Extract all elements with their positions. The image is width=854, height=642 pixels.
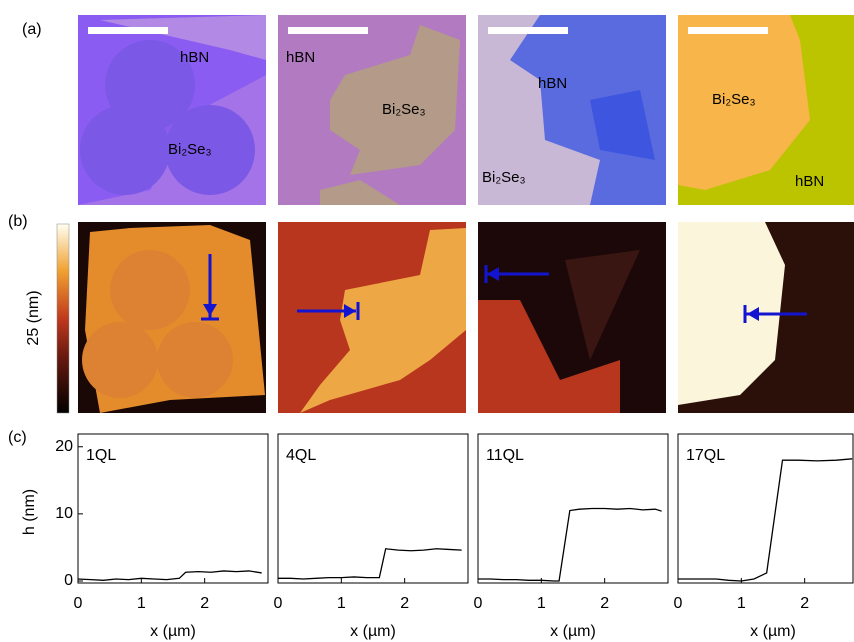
x-tick-label: 1 [737,595,746,612]
thickness-label: 4QL [286,447,316,464]
material-label: hBN [180,49,209,66]
x-tick-label: 1 [337,595,346,612]
material-label: Bi₂Se₃ [482,169,526,186]
y-tick-label: 20 [55,438,73,455]
x-tick-label: 0 [474,595,483,612]
afm-image [678,222,854,413]
x-tick-label: 2 [200,595,209,612]
profile-line [478,509,662,581]
x-axis-label: x (µm) [350,623,396,640]
profile-line [78,571,262,580]
material-label: Bi₂Se₃ [712,91,756,108]
panel-label: (b) [8,213,28,230]
material-label: hBN [286,49,315,66]
optical-image [678,15,854,205]
x-axis-label: x (µm) [550,623,596,640]
thickness-label: 17QL [686,447,725,464]
profile-line [278,549,462,579]
optical-image [78,15,266,205]
x-tick-label: 2 [600,595,609,612]
material-label: Bi₂Se₃ [382,101,426,118]
optical-image [278,15,466,205]
y-tick-label: 10 [55,505,73,522]
x-tick-label: 1 [137,595,146,612]
thickness-label: 1QL [86,447,116,464]
x-tick-label: 2 [800,595,809,612]
panel-label: (a) [22,21,42,38]
afm-image [278,222,466,413]
x-tick-label: 0 [674,595,683,612]
x-tick-label: 2 [400,595,409,612]
x-axis-label: x (µm) [750,623,796,640]
colorbar [57,224,69,413]
y-axis-label: h (nm) [21,489,38,535]
afm-image [78,222,266,413]
afm-image [478,222,666,413]
x-axis-label: x (µm) [150,623,196,640]
y-tick-label: 0 [64,572,73,589]
x-tick-label: 0 [74,595,83,612]
colorbar-label: 25 (nm) [25,290,42,345]
x-tick-label: 1 [537,595,546,612]
panel-label: (c) [8,429,27,446]
x-tick-label: 0 [274,595,283,612]
profile-line [678,459,852,581]
figure: (a) (b) (c) hBN Bi₂Se₃ hBN Bi₂Se₃ hBN Bi… [0,0,854,642]
material-label: hBN [795,173,824,190]
material-label: hBN [538,75,567,92]
thickness-label: 11QL [486,447,524,464]
material-label: Bi₂Se₃ [168,141,212,158]
